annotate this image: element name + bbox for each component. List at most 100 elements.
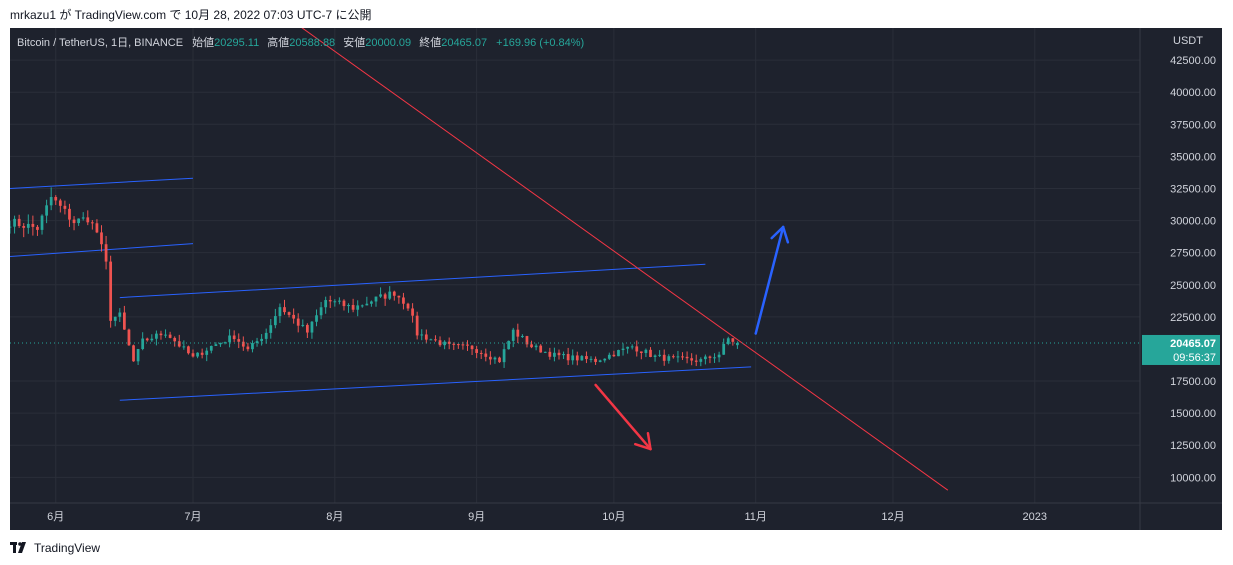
candle-body <box>406 303 410 309</box>
candle-body <box>603 358 607 361</box>
candle-body <box>104 244 108 262</box>
candle-body <box>86 217 90 223</box>
candle-body <box>296 318 300 326</box>
legend-open-value: 20295.11 <box>214 37 259 49</box>
candle-body <box>461 344 465 346</box>
candle-body <box>681 356 684 358</box>
candle-body <box>315 315 318 322</box>
candle-body <box>438 340 442 346</box>
candle-body <box>598 360 602 362</box>
bar-countdown-label: 09:56:37 <box>1173 352 1216 364</box>
candle-body <box>49 197 53 206</box>
candle-body <box>182 346 186 348</box>
candle-body <box>424 334 428 340</box>
candle-body <box>63 205 67 209</box>
candle-body <box>164 334 167 336</box>
arrow-up[interactable] <box>754 225 785 335</box>
candle-body <box>205 350 209 355</box>
candle-body <box>699 359 703 362</box>
candle-body <box>214 344 218 346</box>
channel-bottom-line[interactable] <box>119 366 752 401</box>
candle-body <box>347 304 350 307</box>
candle-body <box>671 356 675 358</box>
candle-body <box>255 341 259 344</box>
candle-body <box>392 291 396 296</box>
candle-body <box>95 223 99 233</box>
footer-brand[interactable]: TradingView <box>34 541 101 555</box>
candle-body <box>507 340 511 350</box>
candle-body <box>534 345 538 348</box>
candle-body <box>694 360 698 362</box>
candle-body <box>475 349 479 353</box>
candle-body <box>191 353 195 357</box>
candle-body <box>726 338 730 344</box>
arrow-up-head <box>770 225 785 240</box>
candle-body <box>635 346 639 352</box>
candle-body <box>118 312 122 317</box>
candle-body <box>607 354 611 359</box>
time-tick-label: 10月 <box>602 511 625 523</box>
candle-body <box>484 353 488 357</box>
candle-body <box>498 357 501 363</box>
time-tick-label: 2023 <box>1023 511 1047 523</box>
channel-top-line[interactable] <box>119 263 706 299</box>
candle-body <box>379 294 382 297</box>
candle-body <box>22 226 26 228</box>
candle-body <box>13 218 16 227</box>
tradingview-logo-icon <box>10 542 26 553</box>
candle-body <box>708 356 712 358</box>
candle-body <box>223 342 227 344</box>
candle-body <box>653 355 657 357</box>
descending-trendline[interactable] <box>275 28 949 491</box>
price-tick-label: 25000.00 <box>1170 280 1216 292</box>
candle-body <box>264 332 268 339</box>
candle-body <box>58 200 62 206</box>
price-tick-label: 12500.00 <box>1170 440 1216 452</box>
candle-body <box>187 346 190 354</box>
candle-body <box>365 303 369 306</box>
candle-body <box>260 338 263 342</box>
candle-body <box>269 325 273 333</box>
candle-body <box>722 343 726 355</box>
candle-body <box>319 307 323 316</box>
candle-body <box>644 349 648 354</box>
candle-body <box>543 351 547 353</box>
candle-body <box>132 345 135 362</box>
arrow-up-head <box>781 225 790 244</box>
candle-body <box>562 354 565 356</box>
candle-body <box>662 354 666 361</box>
candle-body <box>173 337 177 342</box>
price-tick-label: 40000.00 <box>1170 87 1216 99</box>
candle-body <box>466 344 469 346</box>
candle-body <box>36 226 39 230</box>
candle-body <box>502 349 506 363</box>
arrow-down[interactable] <box>594 383 652 451</box>
candle-body <box>447 341 451 344</box>
candle-body <box>301 324 305 326</box>
candle-body <box>232 335 236 340</box>
trend-drawings <box>275 28 949 491</box>
chart-pane[interactable]: 42500.00 40000.00 37500.00 35000.00 32500.00… <box>10 28 1222 530</box>
candle-body <box>246 346 250 350</box>
legend-close-label: 終値 <box>419 35 441 49</box>
candle-body <box>196 352 199 357</box>
upper-channel-line[interactable] <box>10 177 194 189</box>
candle-body <box>470 345 474 350</box>
candle-body <box>141 338 145 350</box>
candle-body <box>452 343 456 345</box>
arrow-down-head <box>646 432 652 451</box>
candle-body <box>713 357 716 359</box>
candle-body <box>621 348 625 351</box>
candle-body <box>109 261 113 321</box>
candle-body <box>553 352 556 357</box>
time-axis: 6月 7月 8月 9月 10月 11月 12月 2023 <box>10 502 1222 523</box>
candle-body <box>123 312 126 330</box>
candle-body <box>342 300 346 307</box>
candle-body <box>731 338 735 342</box>
candle-body <box>10 226 12 228</box>
candle-body <box>443 341 446 346</box>
candle-body <box>539 345 543 353</box>
candlestick-chart[interactable]: 42500.00 40000.00 37500.00 35000.00 32500.00… <box>10 28 1222 530</box>
candle-body <box>241 341 245 347</box>
candle-body <box>383 294 387 299</box>
